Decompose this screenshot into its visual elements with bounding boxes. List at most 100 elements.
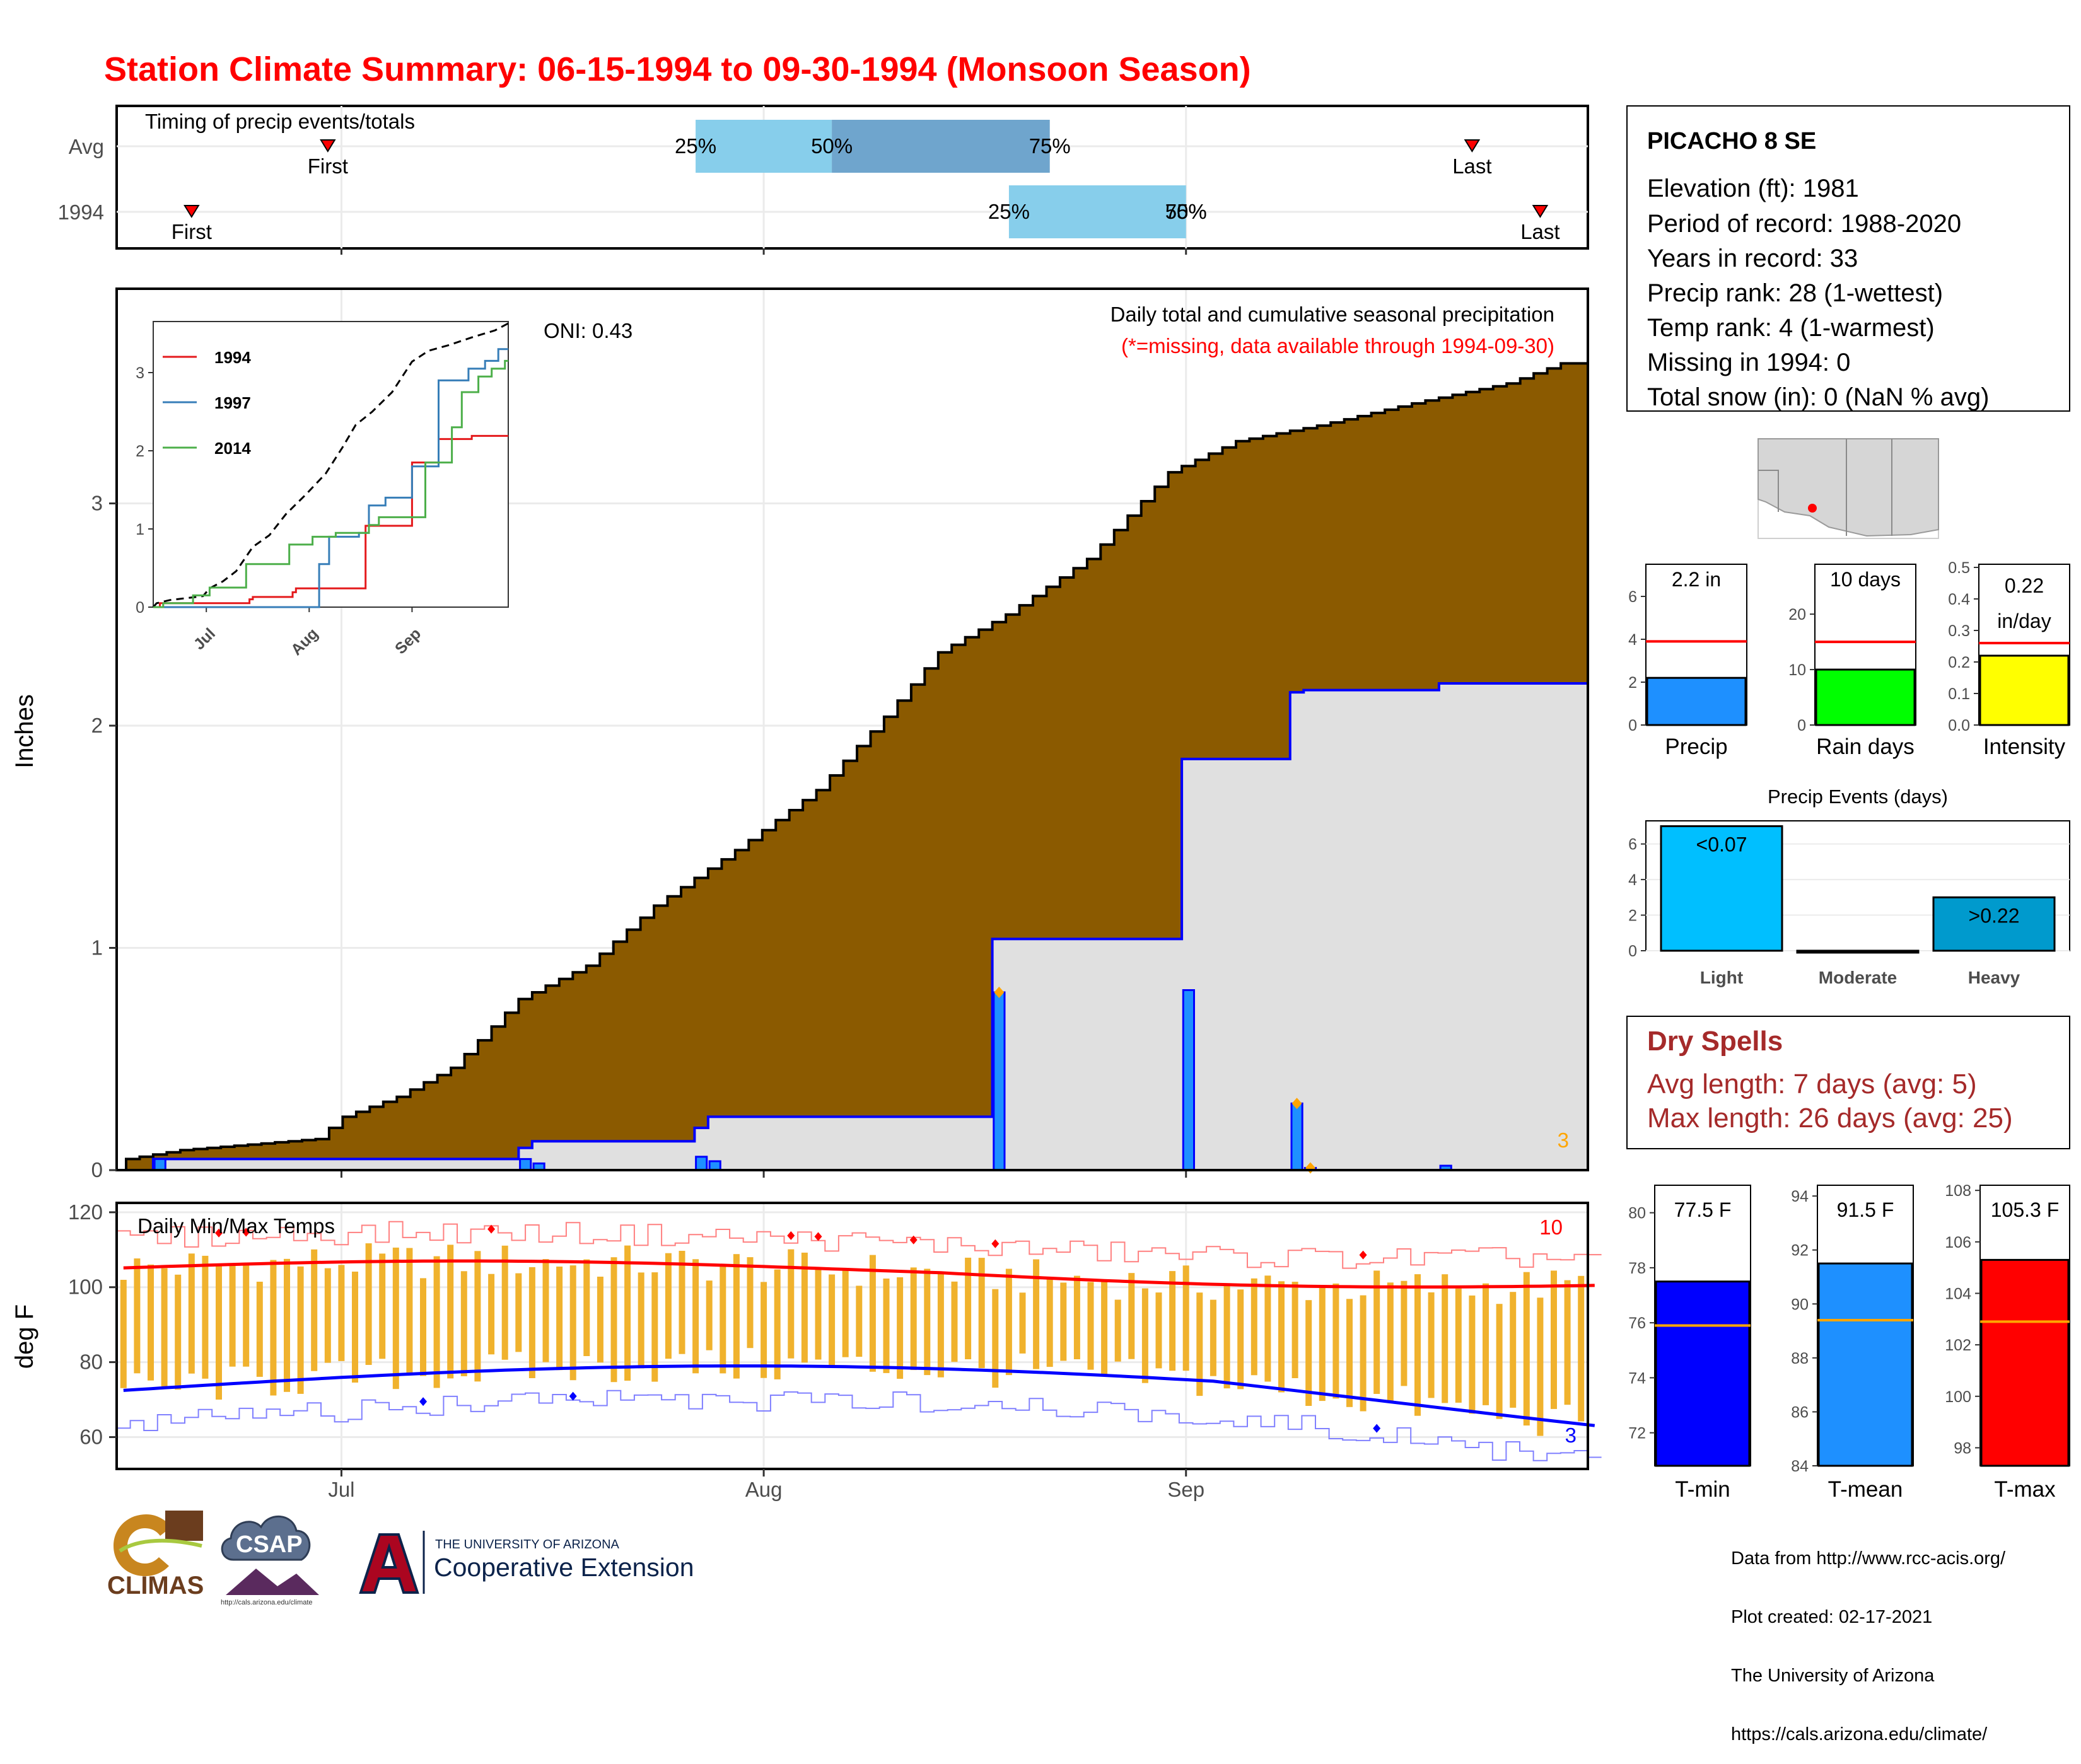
temp-bar-label: T-min xyxy=(1675,1477,1730,1502)
temp-bar-tick-label: 84 xyxy=(1791,1458,1809,1475)
daily-temp-bar xyxy=(624,1245,631,1381)
temp-bar-tick-label: 72 xyxy=(1628,1425,1646,1442)
daily-temp-bar xyxy=(842,1270,849,1357)
timing-q75-label: 75% xyxy=(1029,134,1071,158)
climate-summary-figure: Station Climate Summary: 06-15-1994 to 0… xyxy=(11,50,2070,1606)
precip-events-chart: Precip Events (days) 0 2 4 6 <0.07 Light Moder… xyxy=(1628,786,2070,987)
station-total-snow: Total snow (in): 0 (NaN % avg) xyxy=(1647,383,1989,411)
cumulative-1994-area xyxy=(126,682,1589,1171)
footer-plot-created: Plot created: 02-17-2021 xyxy=(1731,1607,1933,1627)
record-max-temp-point xyxy=(487,1224,496,1234)
climas-logo-block xyxy=(165,1511,203,1541)
precip-y-axis-label: Inches xyxy=(11,694,38,769)
dry-spells-max: Max length: 26 days (avg: 25) xyxy=(1647,1103,2013,1134)
daily-temp-bar xyxy=(883,1279,890,1373)
precip-panel-frame xyxy=(115,287,1589,1171)
daily-temp-bar xyxy=(788,1249,795,1359)
temp-bar-t-mean: 84 86 88 90 92 94 91.5 F T-mean xyxy=(1791,1185,1914,1502)
daily-temp-bar xyxy=(365,1243,372,1365)
daily-temp-bar xyxy=(284,1258,290,1392)
events-bar-light xyxy=(1660,825,1783,952)
daily-temp-bar xyxy=(1237,1289,1244,1390)
daily-temp-bar xyxy=(1169,1271,1176,1371)
mini-bar-tick-label: 0.5 xyxy=(1948,559,1970,577)
daily-temp-bar xyxy=(1114,1299,1121,1362)
precip-missing-count: 3 xyxy=(1558,1129,1569,1152)
inset-y-tick-label: 3 xyxy=(136,364,144,382)
daily-temp-bar xyxy=(161,1268,168,1387)
max-record-count: 10 xyxy=(1539,1216,1563,1239)
timing-first-label: First xyxy=(172,220,212,243)
events-tick-label: 0 xyxy=(1628,943,1637,960)
daily-temp-bar xyxy=(774,1269,781,1379)
mini-bar-tick-label: 10 xyxy=(1788,661,1806,679)
daily-temp-bar xyxy=(692,1259,699,1374)
mini-bar-tick-label: 0.0 xyxy=(1948,717,1970,734)
temp-bar-value-bar xyxy=(1980,1258,2070,1467)
temp-bar-value-label: 77.5 F xyxy=(1674,1198,1732,1221)
timing-panel-label: Timing of precip events/totals xyxy=(145,110,415,133)
inset-line-2014 xyxy=(153,359,508,608)
temp-y-tick-label: 60 xyxy=(79,1425,103,1448)
daily-temp-bar xyxy=(801,1252,808,1363)
timing-q25-q50-bar xyxy=(1008,185,1186,238)
daily-temp-bar xyxy=(1019,1292,1026,1354)
temp-panel-frame xyxy=(115,1202,1589,1470)
daily-temp-bar xyxy=(433,1256,440,1388)
record-min-temp-line xyxy=(117,1390,1602,1461)
mini-bar-value-label: 2.2 in xyxy=(1672,568,1721,591)
mini-bar-tick-label: 4 xyxy=(1628,631,1637,649)
daily-temp-bar xyxy=(747,1257,754,1349)
daily-temp-bar xyxy=(869,1255,876,1372)
daily-precip-bar xyxy=(1182,989,1196,1171)
daily-temp-bar xyxy=(420,1278,426,1376)
daily-temp-bar xyxy=(610,1257,617,1383)
events-tick-label: 6 xyxy=(1628,836,1637,854)
daily-temp-bar xyxy=(1210,1299,1216,1376)
daily-precip-bar xyxy=(1290,1102,1303,1171)
ua-line1: THE UNIVERSITY OF ARIZONA xyxy=(435,1538,620,1552)
mini-bar-value-unit: in/day xyxy=(1997,610,2051,632)
daily-temp-bar xyxy=(1551,1270,1557,1409)
map-states xyxy=(1757,438,1939,537)
daily-temp-bar xyxy=(324,1268,331,1363)
events-category-label: Light xyxy=(1700,968,1743,987)
daily-temp-bar xyxy=(706,1280,713,1350)
precip-y-tick-label: 3 xyxy=(91,492,103,515)
daily-temp-bar xyxy=(1101,1282,1108,1374)
avg-max-temp-line xyxy=(123,1259,1595,1289)
daily-temp-bar xyxy=(216,1265,222,1400)
timing-q25-q50-bar xyxy=(696,120,832,173)
timing-q25-label: 25% xyxy=(675,134,716,158)
temp-bar-value-bar xyxy=(1817,1262,1913,1467)
daily-temp-bar xyxy=(1060,1282,1067,1361)
min-record-count: 3 xyxy=(1565,1424,1577,1447)
csap-mountain-icon xyxy=(226,1569,319,1595)
daily-temp-bar xyxy=(1537,1297,1544,1436)
mini-bar-tick-label: 2 xyxy=(1628,674,1637,692)
temp-bar-tick-label: 102 xyxy=(1945,1337,1971,1354)
record-max-temp-line xyxy=(117,1221,1602,1269)
timing-first-marker xyxy=(320,139,336,153)
daily-temp-bar xyxy=(992,1289,999,1388)
x-tick-label: Aug xyxy=(745,1478,783,1501)
timing-first-marker xyxy=(184,205,200,218)
daily-temp-bar xyxy=(352,1272,358,1383)
daily-temp-bar xyxy=(569,1265,576,1381)
timing-q50-label: 50% xyxy=(811,134,853,158)
inset-y-tick-label: 2 xyxy=(136,443,144,460)
timing-last-label: Last xyxy=(1452,154,1491,178)
daily-temp-bar xyxy=(379,1253,386,1359)
daily-temp-bar xyxy=(733,1254,740,1379)
climas-logo-text: CLIMAS xyxy=(107,1572,204,1599)
climas-logo-mark xyxy=(114,1514,172,1576)
daily-temp-bar xyxy=(1141,1288,1148,1383)
daily-temp-bar xyxy=(720,1265,726,1374)
daily-temp-bar xyxy=(1319,1287,1326,1401)
ua-a-icon xyxy=(359,1533,419,1594)
inset-legend: 1994 1997 2014 xyxy=(163,348,251,458)
daily-temp-bar xyxy=(1033,1259,1040,1369)
dry-spells-frame xyxy=(1626,1016,2070,1149)
temp-bar-tick-label: 94 xyxy=(1791,1188,1809,1205)
